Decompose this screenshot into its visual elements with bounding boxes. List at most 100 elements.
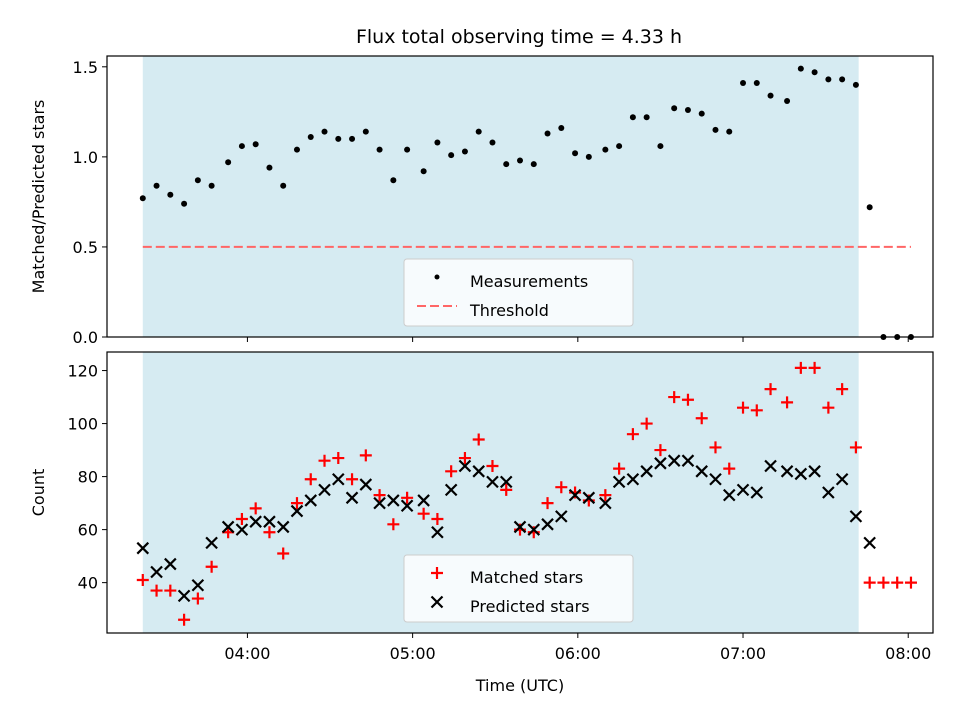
measurement-point xyxy=(698,110,705,117)
predicted-point xyxy=(568,488,582,502)
matched-point xyxy=(541,497,554,510)
top-marks xyxy=(139,65,914,340)
top-y-axis-label: Matched/Predicted stars xyxy=(29,100,48,294)
matched-point xyxy=(891,576,904,589)
predicted-point xyxy=(667,454,681,467)
matched-point xyxy=(613,462,626,475)
measurement-point xyxy=(225,159,232,166)
predicted-point xyxy=(582,491,596,505)
measurement-point xyxy=(376,146,383,153)
top-y-tick-label: 1.5 xyxy=(73,58,98,77)
measurement-point xyxy=(489,139,496,146)
predicted-point xyxy=(780,465,794,478)
legend-predicted-marker xyxy=(430,595,444,609)
bottom-legend-box xyxy=(403,554,634,623)
matched-point xyxy=(723,462,736,475)
measurement-point xyxy=(420,168,427,175)
top-axes-frame xyxy=(106,55,934,338)
predicted-point xyxy=(612,475,626,489)
measurement-point xyxy=(181,200,188,207)
measurement-point xyxy=(572,150,579,157)
matched-point xyxy=(849,441,862,454)
predicted-point xyxy=(513,520,527,534)
predicted-point xyxy=(849,510,863,523)
predicted-point xyxy=(835,472,849,486)
matched-point xyxy=(205,560,218,573)
matched-point xyxy=(249,502,262,515)
matched-point xyxy=(681,393,694,406)
measurement-point xyxy=(767,92,774,99)
measurement-point xyxy=(866,204,873,211)
matched-point xyxy=(695,412,708,425)
top-y-tick-label: 0.0 xyxy=(73,328,98,347)
predicted-point xyxy=(221,520,235,534)
measurement-point xyxy=(266,164,273,171)
measurement-point xyxy=(252,141,259,148)
predicted-point xyxy=(417,494,430,507)
measurement-point xyxy=(390,177,397,184)
predicted-point xyxy=(750,486,764,499)
matched-point xyxy=(401,491,414,504)
legend-predicted-label: Predicted stars xyxy=(470,597,590,616)
predicted-point xyxy=(599,496,612,510)
legend-measurements-label: Measurements xyxy=(470,272,588,291)
predicted-point xyxy=(541,518,554,531)
bottom-legend: Matched stars Predicted stars xyxy=(403,554,634,623)
matched-point xyxy=(417,507,430,520)
predicted-point xyxy=(458,459,472,473)
predicted-point xyxy=(276,520,290,534)
matched-point xyxy=(764,383,777,396)
matched-point xyxy=(486,459,499,472)
predicted-point xyxy=(387,494,400,507)
measurement-point xyxy=(544,130,551,137)
measurement-point xyxy=(558,125,565,132)
predicted-point xyxy=(136,541,150,555)
matched-point xyxy=(668,391,681,404)
bottom-axes-frame xyxy=(106,351,934,634)
predicted-point xyxy=(808,465,821,478)
measurement-point xyxy=(349,135,356,142)
bottom-y-tick-label: 80 xyxy=(78,468,98,487)
measurement-point xyxy=(503,161,510,168)
measurement-point xyxy=(461,148,468,155)
top-legend-box xyxy=(403,258,634,327)
predicted-point xyxy=(400,499,414,513)
predicted-point xyxy=(681,454,695,467)
predicted-point xyxy=(431,525,444,539)
measurement-point xyxy=(629,114,636,121)
predicted-point xyxy=(359,478,373,491)
matched-point xyxy=(359,449,372,462)
matched-point xyxy=(863,576,876,589)
matched-point xyxy=(263,526,276,539)
measurement-point xyxy=(335,135,342,142)
measurement-point xyxy=(280,182,287,189)
predicted-point xyxy=(164,557,177,571)
matched-point xyxy=(191,592,204,605)
matched-point xyxy=(290,497,303,510)
measurement-point xyxy=(307,134,314,141)
legend-matched-label: Matched stars xyxy=(470,568,583,587)
predicted-point xyxy=(736,483,750,497)
predicted-point xyxy=(555,510,568,523)
matched-point xyxy=(431,513,444,526)
measurement-point xyxy=(139,195,146,202)
matched-point xyxy=(318,454,331,467)
x-axis-label: Time (UTC) xyxy=(475,676,564,695)
measurement-point xyxy=(616,143,623,150)
measurement-point xyxy=(643,114,650,121)
predicted-point xyxy=(318,483,331,497)
measurement-point xyxy=(671,105,678,112)
predicted-point xyxy=(290,504,304,518)
predicted-point xyxy=(764,459,777,473)
predicted-point xyxy=(332,472,345,486)
bottom-x-tick-label: 06:00 xyxy=(555,644,601,663)
predicted-point xyxy=(499,475,513,489)
bottom-panel: 40 60 80 100 120 04:00 05:00 06:00 07:00 08:00 C… xyxy=(29,351,934,695)
matched-point xyxy=(794,361,807,374)
matched-point xyxy=(500,483,513,496)
matched-point xyxy=(346,473,359,486)
matched-point xyxy=(387,518,400,531)
predicted-point xyxy=(263,515,276,528)
measurement-point xyxy=(740,80,747,87)
measurement-point xyxy=(797,65,804,72)
